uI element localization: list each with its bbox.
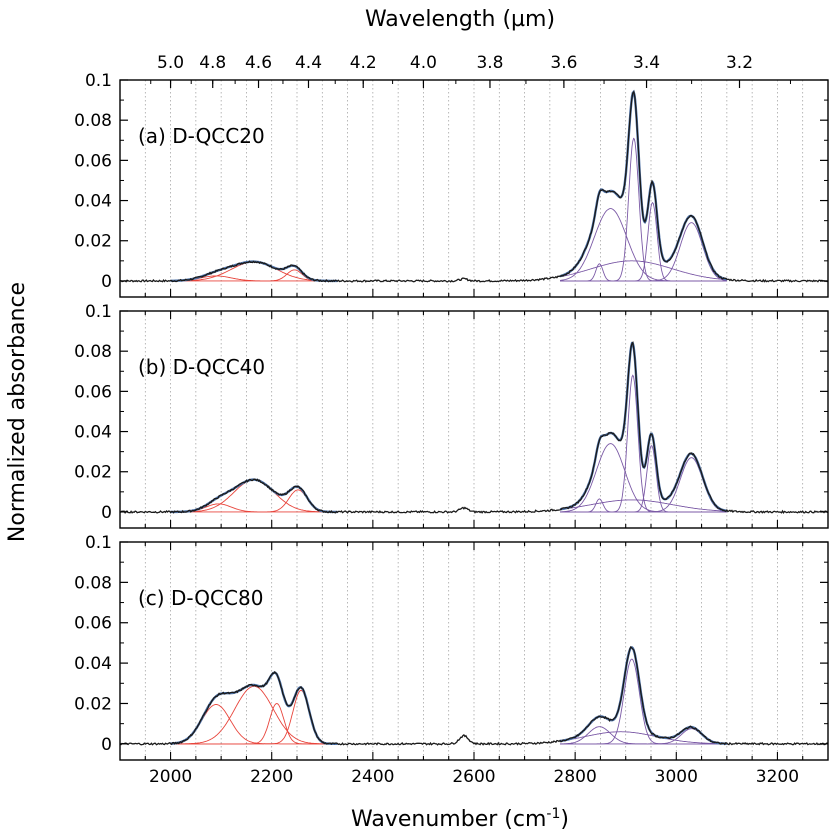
top-tick-label: 4.6	[245, 53, 272, 73]
top-tick-label: 5.0	[157, 53, 184, 73]
x-tick-label: 2800	[554, 767, 597, 787]
y-tick-label: 0.04	[74, 192, 112, 212]
ch-component-5	[559, 260, 727, 281]
spectrum-line	[119, 90, 829, 283]
y-tick-label: 0	[101, 272, 112, 292]
panel-label: (c) D-QCC80	[138, 586, 263, 610]
x-tick-label: 3200	[756, 767, 799, 787]
x-axis-title: Wavenumber (cm-1)	[351, 806, 569, 832]
y-tick-label: 0.04	[74, 654, 112, 674]
x-tick-label: 2400	[351, 767, 394, 787]
top-tick-label: 3.8	[476, 53, 503, 73]
x-tick-label: 3000	[655, 767, 698, 787]
y-tick-label: 0.08	[74, 573, 112, 593]
y-tick-label: 0	[101, 503, 112, 523]
y-tick-label: 0.02	[74, 694, 112, 714]
panel-1: 0 0.02 0.04 0.06 0.08 0.1 (a) D-QCC20	[74, 71, 829, 298]
top-tick-label: 4.4	[295, 53, 322, 73]
x-tick-label: 2600	[452, 767, 495, 787]
x-tick-label: 2200	[250, 767, 293, 787]
y-axis-title: Normalized absorbance	[5, 282, 30, 542]
top-tick-label: 4.8	[199, 53, 226, 73]
y-tick-label: 0.1	[85, 533, 112, 553]
top-tick-label: 3.6	[550, 53, 577, 73]
y-tick-label: 0.08	[74, 111, 112, 131]
panel-2: 0 0.02 0.04 0.06 0.08 0.1 (b) D-QCC40	[74, 302, 829, 529]
panels-layer: 0 0.02 0.04 0.06 0.08 0.1 (a) D-QCC20 0 0.02 0.04…	[74, 71, 829, 761]
ch-component-5	[559, 499, 727, 512]
cd-component-2	[170, 685, 338, 745]
spectrum-line	[119, 340, 829, 515]
cd-component-3	[170, 489, 338, 513]
ch-component-3	[559, 731, 727, 745]
ch-component-6	[560, 222, 727, 282]
top-axis-title: Wavelength (µm)	[365, 7, 555, 32]
y-tick-label: 0.06	[74, 382, 112, 402]
top-tick-label: 3.4	[633, 53, 660, 73]
top-tick-label: 4.0	[410, 53, 437, 73]
y-tick-label: 0.1	[85, 302, 112, 322]
panel-3: 0 0.02 0.04 0.06 0.08 0.1 (c) D-QCC80	[74, 533, 829, 761]
y-tick-label: 0.02	[74, 463, 112, 483]
y-tick-label: 0.08	[74, 342, 112, 362]
y-tick-label: 0.06	[74, 151, 112, 171]
y-tick-label: 0	[101, 735, 112, 755]
y-tick-label: 0.04	[74, 423, 112, 443]
y-tick-label: 0.1	[85, 71, 112, 91]
axes-layer: 2000 2200 2400 2600 2800 3000 3200 5.0 4.8 4.6 4.4…	[149, 53, 799, 787]
top-tick-label: 3.2	[726, 53, 753, 73]
panel-label: (b) D-QCC40	[138, 355, 265, 379]
spectrum-line	[119, 645, 829, 746]
y-tick-label: 0.02	[74, 232, 112, 252]
y-tick-label: 0.06	[74, 614, 112, 634]
top-tick-label: 4.2	[350, 53, 377, 73]
x-tick-label: 2000	[149, 767, 192, 787]
panel-label: (a) D-QCC20	[138, 124, 265, 148]
